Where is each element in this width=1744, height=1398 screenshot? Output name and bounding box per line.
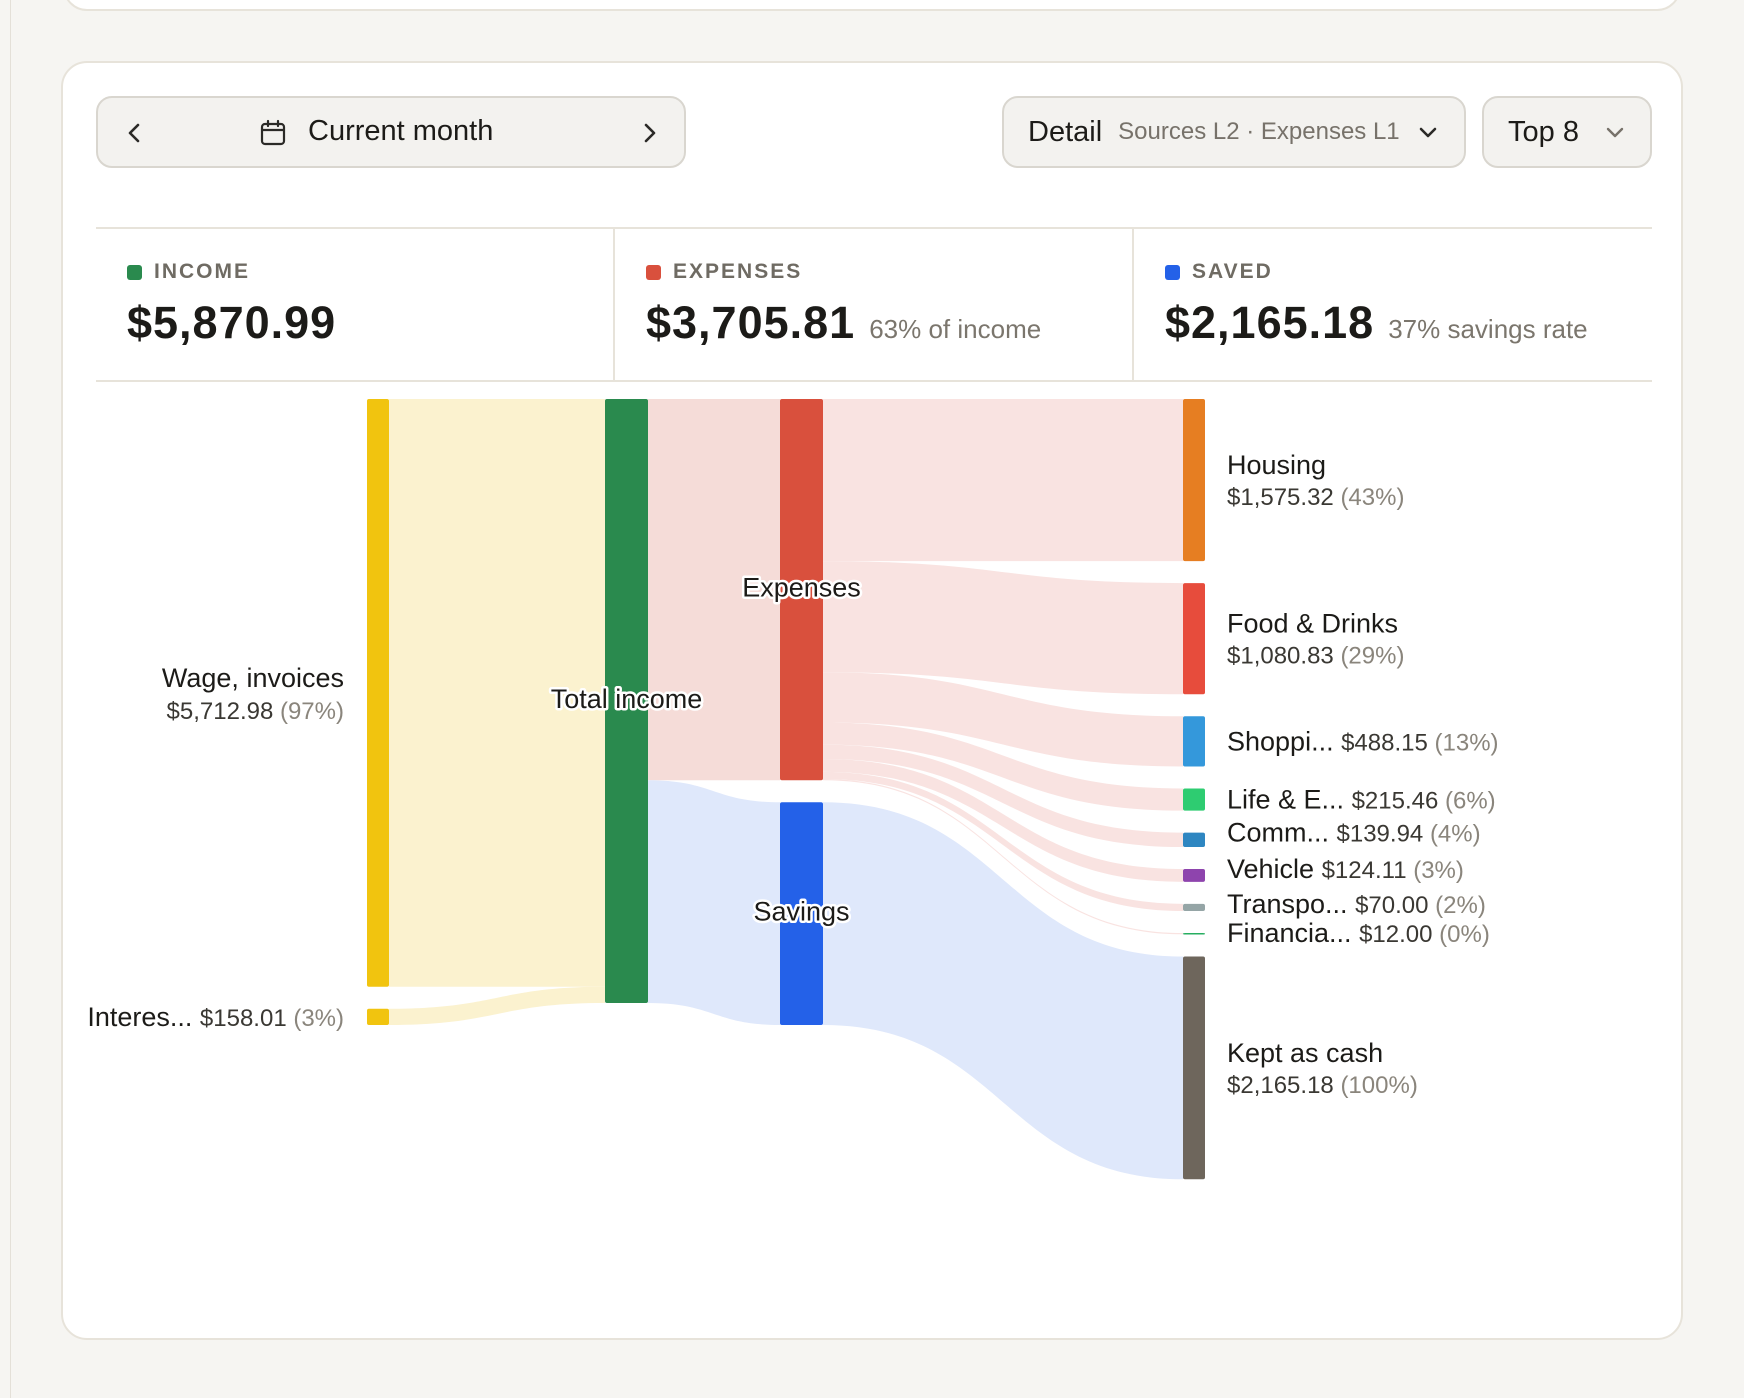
top-n-label: Top 8 bbox=[1508, 115, 1579, 148]
label-total-income: Total income bbox=[551, 684, 703, 714]
node-life-e bbox=[1183, 788, 1205, 811]
link-savings-to-kept-as-cash bbox=[823, 802, 1183, 1180]
previous-card bbox=[63, 0, 1681, 11]
label-food-drinks-name: Food & Drinks bbox=[1227, 609, 1398, 639]
link-wage-invoices-to-total-income bbox=[389, 399, 605, 987]
calendar-icon bbox=[258, 118, 288, 148]
chevron-down-icon bbox=[1602, 120, 1628, 146]
node-vehicle bbox=[1183, 869, 1205, 882]
summary-stats: INCOME $5,870.99 EXPENSES $3,705.81 63% o… bbox=[96, 227, 1652, 382]
detail-label: Detail bbox=[1028, 115, 1103, 148]
label-wage-invoices-name: Wage, invoices bbox=[162, 663, 344, 693]
saved-stat: SAVED $2,165.18 37% savings rate bbox=[1132, 229, 1652, 380]
top-n-dropdown[interactable]: Top 8 bbox=[1482, 96, 1652, 168]
saved-value: $2,165.18 bbox=[1165, 297, 1375, 348]
income-label-row: INCOME bbox=[127, 260, 250, 284]
node-financia bbox=[1183, 933, 1205, 935]
sankey-links bbox=[389, 399, 1183, 1180]
link-expenses-to-shoppi bbox=[823, 672, 1183, 767]
link-expenses-to-vehicle bbox=[823, 759, 1183, 882]
node-total-income bbox=[605, 399, 648, 1003]
expenses-value: $3,705.81 bbox=[646, 297, 856, 348]
label-food-drinks-amount: $1,080.83 (29%) bbox=[1227, 643, 1404, 670]
label-wage-invoices-amount: $5,712.98 (97%) bbox=[167, 698, 344, 725]
saved-label: SAVED bbox=[1192, 260, 1273, 283]
label-expenses: Expenses bbox=[742, 573, 861, 603]
income-value-row: $5,870.99 bbox=[127, 297, 336, 349]
label-kept-as-cash-amount: $2,165.18 (100%) bbox=[1227, 1072, 1418, 1099]
label-life-e: Life & E... $215.46 (6%) bbox=[1227, 785, 1496, 815]
link-total-income-to-savings bbox=[648, 780, 780, 1025]
label-interes: Interes... $158.01 (3%) bbox=[87, 1002, 344, 1032]
saved-label-row: SAVED bbox=[1165, 260, 1273, 284]
label-savings: Savings bbox=[753, 897, 849, 927]
link-expenses-to-transpo bbox=[823, 771, 1183, 912]
node-comm bbox=[1183, 832, 1205, 848]
node-shoppi bbox=[1183, 716, 1205, 767]
label-kept-as-cash-name: Kept as cash bbox=[1227, 1038, 1383, 1068]
link-expenses-to-housing bbox=[823, 399, 1183, 562]
label-vehicle: Vehicle $124.11 (3%) bbox=[1227, 854, 1464, 884]
label-financia: Financia... $12.00 (0%) bbox=[1227, 918, 1490, 948]
node-interes bbox=[367, 1008, 389, 1025]
node-housing bbox=[1183, 399, 1205, 562]
label-housing-amount: $1,575.32 (43%) bbox=[1227, 484, 1404, 511]
expenses-note: 63% of income bbox=[869, 314, 1042, 344]
label-shoppi: Shoppi... $488.15 (13%) bbox=[1227, 726, 1499, 756]
expenses-swatch bbox=[646, 264, 661, 280]
sankey-nodes bbox=[367, 399, 1205, 1180]
node-wage-invoices bbox=[367, 399, 389, 987]
income-value: $5,870.99 bbox=[127, 297, 337, 348]
saved-value-row: $2,165.18 37% savings rate bbox=[1165, 297, 1588, 349]
chevron-left-icon[interactable] bbox=[120, 118, 150, 148]
saved-note: 37% savings rate bbox=[1388, 314, 1588, 344]
node-food-drinks bbox=[1183, 583, 1205, 695]
detail-dropdown[interactable]: Detail Sources L2 · Expenses L1 bbox=[1002, 96, 1466, 168]
detail-value: Sources L2 · Expenses L1 bbox=[1118, 118, 1400, 145]
sankey-chart: Total income Expenses Savings Wage, invoice… bbox=[87, 399, 1499, 1180]
label-transpo: Transpo... $70.00 (2%) bbox=[1227, 889, 1486, 919]
link-expenses-to-life-e bbox=[823, 722, 1183, 811]
expenses-value-row: $3,705.81 63% of income bbox=[646, 297, 1041, 349]
period-label[interactable]: Current month bbox=[308, 115, 494, 147]
node-transpo bbox=[1183, 903, 1205, 912]
link-interes-to-total-income bbox=[389, 986, 605, 1025]
page-edge bbox=[10, 0, 11, 1398]
income-stat: INCOME $5,870.99 bbox=[96, 229, 613, 380]
expenses-label: EXPENSES bbox=[673, 260, 803, 283]
expenses-stat: EXPENSES $3,705.81 63% of income bbox=[613, 229, 1132, 380]
expenses-label-row: EXPENSES bbox=[646, 260, 802, 284]
income-swatch bbox=[127, 264, 142, 280]
income-label: INCOME bbox=[154, 260, 250, 283]
link-total-income-to-expenses bbox=[648, 399, 780, 781]
node-kept-as-cash bbox=[1183, 956, 1205, 1180]
cashflow-card: Current month Detail Sources L2 · Expens… bbox=[61, 61, 1683, 1340]
label-comm: Comm... $139.94 (4%) bbox=[1227, 818, 1481, 848]
link-expenses-to-financia bbox=[823, 779, 1183, 935]
sankey-labels: Total income Expenses Savings Wage, invoice… bbox=[87, 450, 1498, 1099]
link-expenses-to-comm bbox=[823, 744, 1183, 848]
chevron-right-icon[interactable] bbox=[634, 118, 664, 148]
label-housing-name: Housing bbox=[1227, 450, 1326, 480]
node-expenses bbox=[780, 399, 823, 781]
link-expenses-to-food-drinks bbox=[823, 561, 1183, 695]
saved-swatch bbox=[1165, 264, 1180, 280]
period-selector: Current month bbox=[96, 96, 686, 168]
node-savings bbox=[780, 802, 823, 1025]
chevron-down-icon bbox=[1414, 119, 1442, 147]
